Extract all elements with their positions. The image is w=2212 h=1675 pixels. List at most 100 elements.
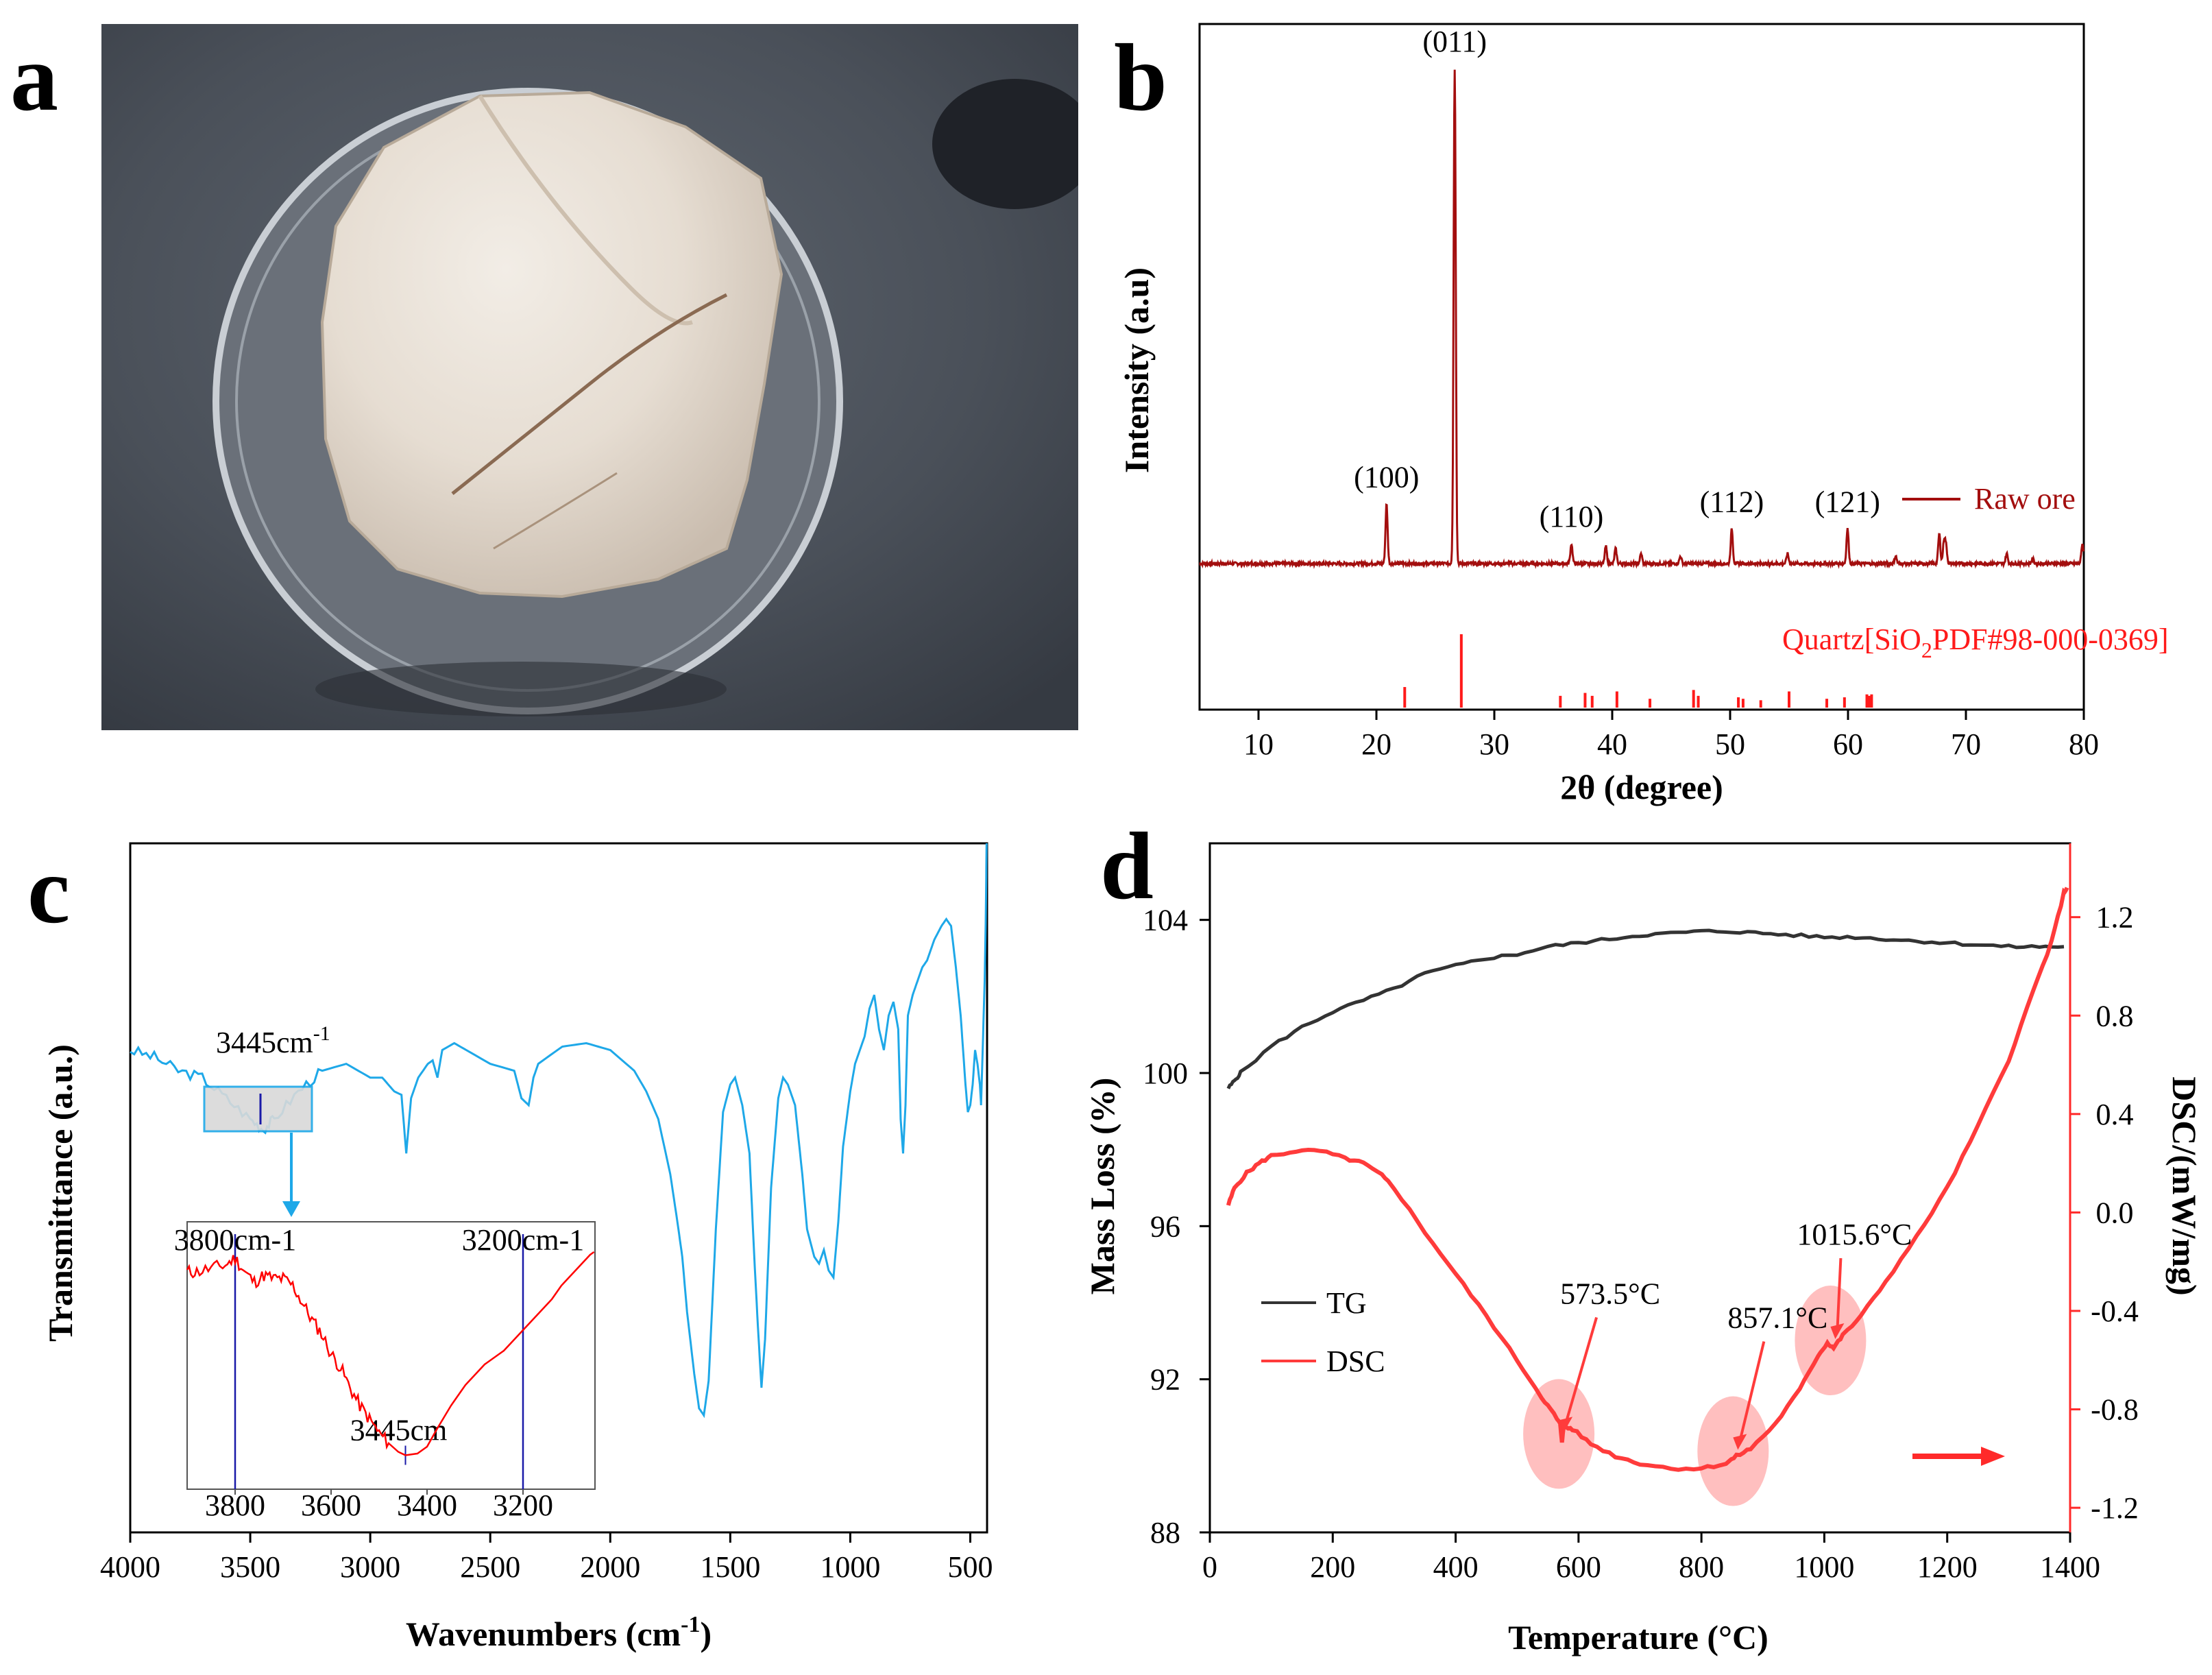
peak-annotation-arrow — [1836, 1257, 1843, 1331]
x-tick-label-c: 1500 — [700, 1550, 760, 1584]
y-tick-label-right-d: 0.8 — [2096, 999, 2134, 1033]
peak-annotation-d: 857.1°C — [1727, 1301, 1827, 1335]
x-axis-title-b: 2θ (degree) — [1560, 768, 1723, 806]
reference-bars — [1403, 634, 1873, 708]
zoom-arrow-head — [282, 1201, 300, 1217]
x-axis-title-c: Wavenumbers (cm-1) — [406, 1612, 712, 1653]
x-tick-label-b: 80 — [2069, 727, 2099, 761]
peak-label: (011) — [1422, 25, 1487, 58]
rock-vein-2 — [493, 472, 618, 550]
inset-zoom: 3800 3600 3400 3200 3800cm-1 3200cm-1 3445cm — [174, 1221, 596, 1522]
x-tick-label-d: 1000 — [1794, 1550, 1854, 1584]
dark-object-corner — [932, 79, 1078, 209]
inset-x-tick-label: 3200 — [493, 1489, 553, 1522]
ticks-d: 0 200 400 600 800 1000 1200 1400 88 92 96 100 104 -1.… — [1143, 901, 2139, 1584]
x-tick-label-d: 800 — [1679, 1550, 1724, 1584]
peak-label: (112) — [1700, 485, 1764, 518]
inset-min-label: 3445cm — [350, 1414, 448, 1447]
x-tick-label-c: 3500 — [220, 1550, 280, 1584]
peak-label: (100) — [1354, 460, 1419, 494]
dsc-axis-arrow-head — [1981, 1447, 2005, 1466]
peak-annotation-base: 3445cm — [216, 1026, 313, 1059]
peak-annotation-d: 573.5°C — [1560, 1277, 1660, 1310]
reference-label: Quartz[SiO2PDF#98-000-0369] — [1782, 623, 2169, 662]
x-tick-label-b: 20 — [1361, 727, 1391, 761]
peak-annotation-arrowhead — [1733, 1434, 1747, 1450]
x-tick-label-d: 1200 — [1917, 1550, 1978, 1584]
x-tick-label-b: 60 — [1833, 727, 1863, 761]
inset-line — [186, 1251, 595, 1456]
x-tick-label-d: 600 — [1556, 1550, 1601, 1584]
x-tick-label-c: 3000 — [340, 1550, 400, 1584]
inset-marker-label: 3800cm-1 — [174, 1223, 296, 1257]
x-tick-label-c: 500 — [947, 1550, 993, 1584]
y-tick-label-right-d: 0.0 — [2096, 1196, 2134, 1229]
y-tick-label-left-d: 92 — [1150, 1363, 1180, 1397]
x-title-base: Wavenumbers (cm — [406, 1615, 681, 1653]
y-tick-label-right-d: 0.4 — [2096, 1098, 2134, 1131]
y-tick-label-right-d: 1.2 — [2096, 901, 2134, 935]
highlight-box-3445 — [203, 1085, 313, 1133]
dsc-line — [1226, 887, 2069, 1472]
ore-photo — [101, 24, 1078, 730]
legend-tg: TG — [1326, 1286, 1367, 1320]
reference-label-part1: Quartz[SiO — [1782, 623, 1921, 656]
peak-annotation-arrowhead — [1559, 1417, 1573, 1433]
x-tick-label-c: 4000 — [100, 1550, 160, 1584]
x-tick-label-d: 1400 — [2040, 1550, 2100, 1584]
peak-annotations: 573.5°C 857.1°C 1015.6°C — [1559, 1218, 1912, 1450]
peak-annotation-arrowhead — [1830, 1323, 1845, 1340]
panel-letter-b: b — [1114, 25, 1167, 131]
x-tick-label-d: 0 — [1202, 1550, 1217, 1584]
peak-highlight — [1697, 1396, 1769, 1506]
x-axis-title-d: Temperature (°C) — [1508, 1618, 1769, 1656]
peak-annotation-arrow — [1738, 1341, 1766, 1442]
y-axis-title-b: Intensity (a.u) — [1117, 267, 1156, 473]
peak-annotation-arrow — [1564, 1316, 1599, 1424]
x-ticks-b: 10 20 30 40 50 60 70 80 — [1243, 710, 2099, 761]
x-tick-label-b: 70 — [1951, 727, 1981, 761]
reference-label-subscript: 2 — [1921, 638, 1932, 662]
y-tick-label-right-d: -1.2 — [2091, 1491, 2139, 1525]
x-tick-label-b: 40 — [1597, 727, 1627, 761]
panel-b-xrd: b 10 20 30 40 50 60 70 80 (100)(011)(110) (112)(… — [1114, 23, 2169, 806]
y-axis-title-right-d: DSC/(mW/mg) — [2165, 1076, 2204, 1295]
x-tick-label-d: 200 — [1310, 1550, 1355, 1584]
x-tick-label-b: 10 — [1243, 727, 1274, 761]
y-axis-title-left-d: Mass Loss (%) — [1083, 1078, 1121, 1295]
peak-annotation-3445: 3445cm-1 — [216, 1022, 330, 1059]
peak-label: (110) — [1540, 500, 1604, 533]
y-tick-label-right-d: -0.4 — [2091, 1294, 2139, 1328]
x-title-superscript: -1 — [681, 1612, 700, 1637]
panel-c-ftir: c 4000 3500 3000 2500 2000 1500 1000 500 3445cm… — [27, 837, 993, 1653]
rock-shadow — [315, 662, 727, 716]
rock-vein — [451, 293, 728, 495]
x-tick-label-c: 2500 — [460, 1550, 520, 1584]
x-tick-label-c: 2000 — [580, 1550, 640, 1584]
y-tick-label-left-d: 104 — [1143, 904, 1188, 937]
xrd-line — [1199, 69, 2085, 570]
inset-x-tick-label: 3400 — [397, 1489, 457, 1522]
y-tick-label-right-d: -0.8 — [2091, 1393, 2139, 1427]
panel-letter-a: a — [10, 25, 58, 131]
x-tick-label-b: 30 — [1479, 727, 1509, 761]
plot-frame-c — [129, 842, 988, 1534]
inset-x-tick-label: 3600 — [301, 1489, 361, 1522]
panel-d-tg-dsc: d 0 200 400 600 800 1000 1200 1400 88 92 96 100 104 -… — [1083, 813, 2204, 1656]
legend-raw-ore: Raw ore — [1974, 482, 2076, 516]
y-tick-label-left-d: 100 — [1143, 1057, 1188, 1090]
inset-marker-label: 3200cm-1 — [462, 1223, 584, 1257]
inset-frame — [186, 1221, 596, 1490]
quartz-rock — [320, 91, 783, 599]
inset-x-tick-label: 3800 — [205, 1489, 265, 1522]
legend-dsc: DSC — [1326, 1345, 1385, 1378]
peak-highlights — [1523, 1286, 1867, 1506]
y-tick-label-left-d: 96 — [1150, 1209, 1180, 1243]
x-tick-label-b: 50 — [1715, 727, 1745, 761]
peak-highlight — [1523, 1379, 1595, 1489]
x-ticks-c: 4000 3500 3000 2500 2000 1500 1000 500 — [100, 1532, 993, 1584]
tg-line — [1226, 928, 2065, 1089]
y-axis-title-c: Transmittance (a.u.) — [41, 1044, 80, 1342]
x-tick-label-c: 1000 — [820, 1550, 880, 1584]
